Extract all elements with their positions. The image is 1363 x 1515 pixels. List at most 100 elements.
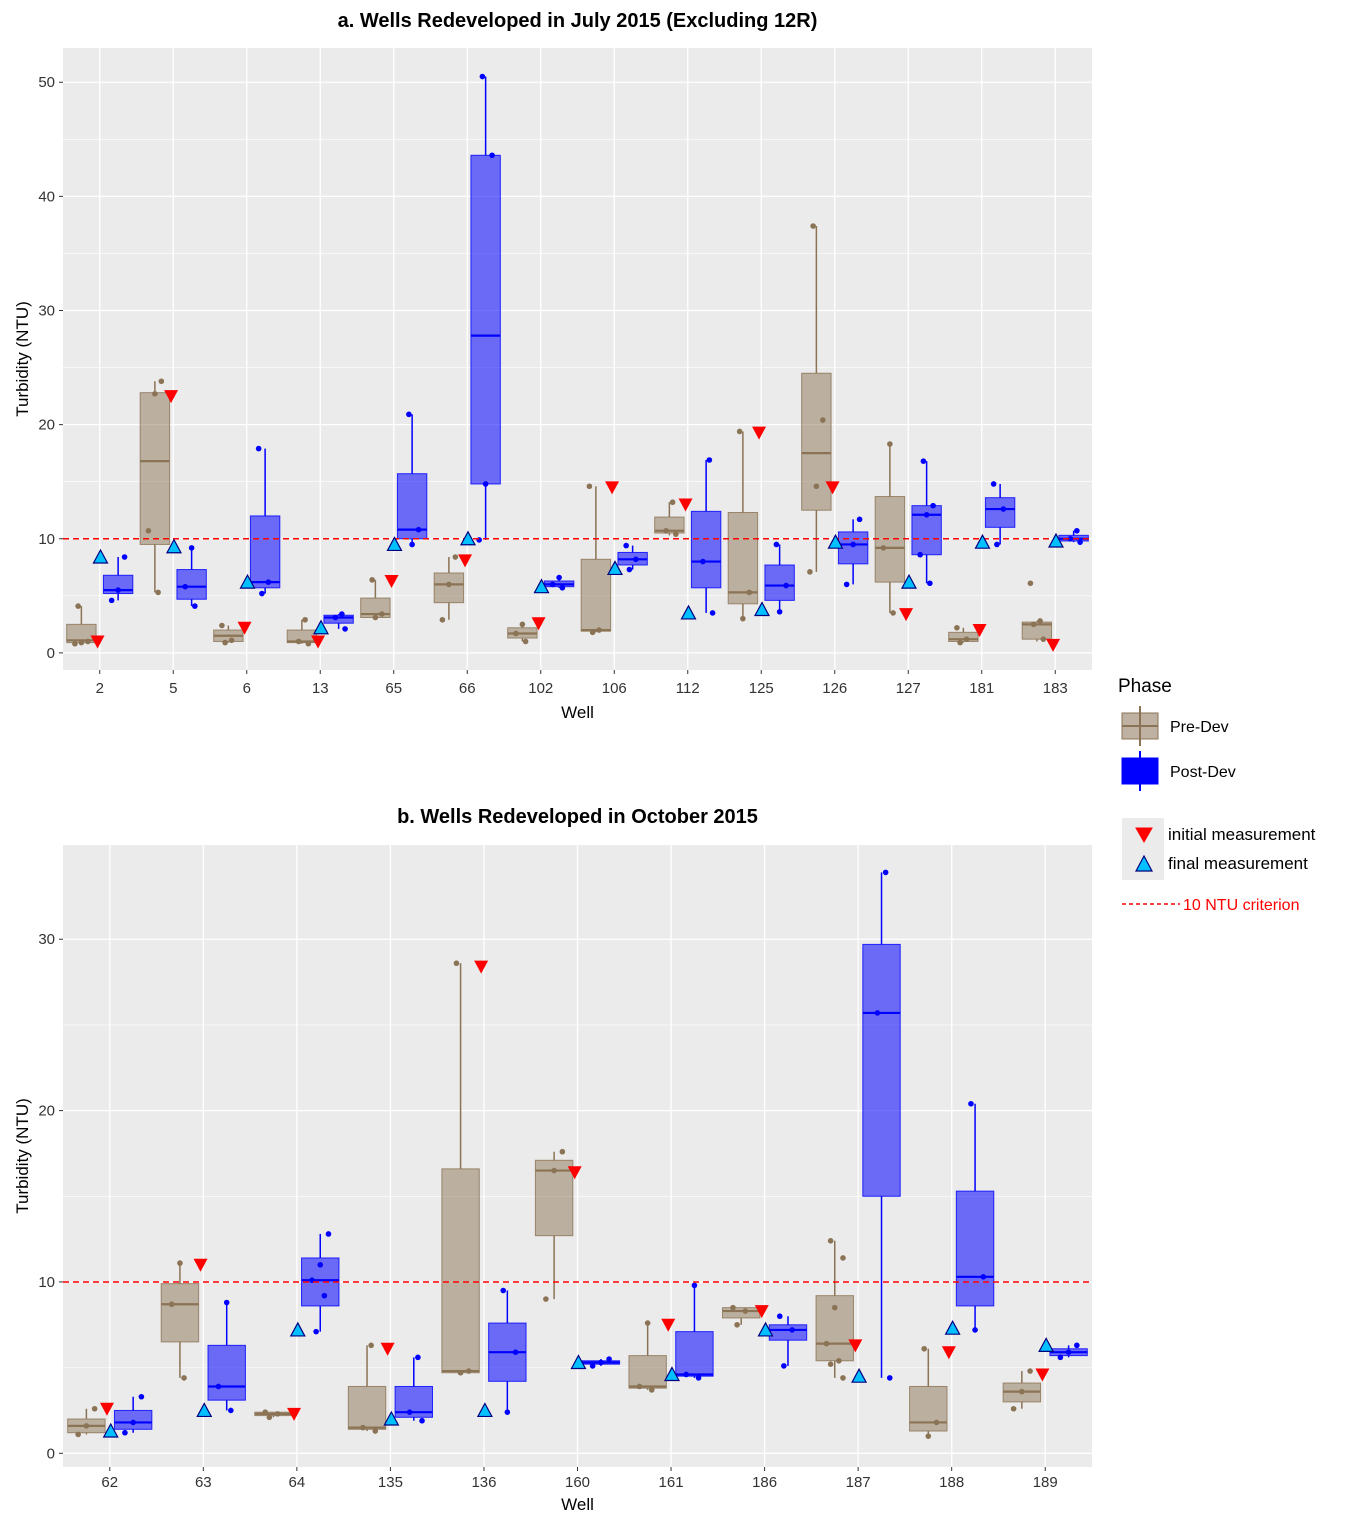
pre-data-point — [145, 527, 152, 534]
pre-data-point — [453, 960, 460, 967]
final-measurement-marker — [974, 533, 991, 549]
post-box-66 — [470, 73, 501, 543]
final-measurement-marker — [533, 578, 550, 594]
post-data-point — [406, 1409, 413, 1415]
pre-data-point — [742, 1308, 749, 1314]
pre-data-point — [543, 1296, 549, 1302]
post-box-62 — [113, 1393, 153, 1436]
post-data-point — [882, 869, 889, 876]
x-tick-label: 135 — [378, 1474, 403, 1491]
post-data-point — [633, 556, 639, 563]
post-data-point — [476, 537, 482, 543]
post-data-point — [856, 516, 863, 523]
final-measurement-marker — [312, 619, 329, 635]
post-box-body — [470, 154, 501, 485]
post-box-127 — [911, 458, 942, 587]
pre-data-point — [1040, 636, 1047, 642]
post-data-point — [228, 1407, 234, 1414]
post-data-point — [990, 481, 997, 487]
pre-data-point — [78, 639, 85, 646]
chart-title: b. Wells Redeveloped in October 2015 — [397, 806, 758, 828]
pre-data-point — [1027, 1368, 1033, 1374]
plot-panel — [63, 48, 1092, 670]
post-box-6 — [249, 445, 281, 597]
y-tick-label: 20 — [38, 417, 55, 434]
pre-data-point — [75, 1431, 81, 1438]
final-measurement-marker — [606, 560, 623, 576]
initial-measurement-marker — [193, 1258, 208, 1272]
post-data-point — [1077, 539, 1083, 545]
legend-initial-label: initial measurement — [1168, 825, 1316, 844]
pre-data-point — [807, 569, 813, 575]
pre-box-body — [1021, 621, 1053, 640]
y-tick-label: 40 — [38, 188, 55, 205]
initial-measurement-marker — [384, 574, 399, 588]
pre-box-181 — [948, 624, 979, 646]
pre-box-body — [160, 1283, 200, 1343]
post-data-point — [182, 583, 188, 590]
x-tick-label: 160 — [565, 1474, 590, 1491]
chart-title: a. Wells Redeveloped in July 2015 (Exclu… — [338, 10, 818, 32]
pre-data-point — [736, 428, 743, 435]
post-data-point — [783, 582, 789, 589]
pre-data-point — [933, 1419, 940, 1426]
pre-box-102 — [507, 621, 538, 645]
initial-measurement-marker — [825, 481, 840, 495]
post-box-136 — [488, 1287, 527, 1415]
initial-measurement-marker — [164, 390, 179, 404]
post-data-point — [776, 1313, 783, 1320]
initial-measurement-marker — [754, 1305, 769, 1319]
x-axis-label: Well — [561, 703, 594, 722]
pre-data-point — [827, 1361, 834, 1367]
post-data-point — [691, 1282, 698, 1289]
post-box-112 — [690, 457, 722, 616]
initial-measurement-marker — [941, 1346, 956, 1360]
post-data-point — [598, 1359, 604, 1366]
final-measurement-marker — [476, 1402, 493, 1418]
post-box-181 — [984, 481, 1016, 548]
y-tick-label: 30 — [38, 302, 55, 319]
x-tick-label: 136 — [471, 1474, 496, 1491]
post-data-point — [923, 511, 930, 518]
final-measurement-marker — [663, 1366, 680, 1382]
post-data-point — [489, 152, 495, 159]
post-data-point — [321, 1292, 328, 1299]
final-measurement-marker — [239, 573, 256, 589]
x-tick-label: 65 — [385, 680, 402, 697]
y-tick-label: 30 — [38, 931, 55, 948]
x-tick-label: 183 — [1043, 680, 1068, 697]
post-data-point — [192, 603, 198, 609]
initial-measurement-marker — [380, 1342, 395, 1356]
post-data-point — [215, 1383, 222, 1390]
x-tick-label: 188 — [939, 1474, 964, 1491]
pre-box-body — [909, 1385, 948, 1432]
pre-data-point — [1030, 621, 1037, 628]
pre-data-point — [586, 483, 593, 490]
y-tick-label: 50 — [38, 74, 55, 91]
post-data-point — [773, 541, 780, 548]
pre-box-body — [628, 1355, 667, 1389]
pre-data-point — [734, 1321, 740, 1328]
post-data-point — [695, 1375, 702, 1381]
pre-data-point — [921, 1345, 927, 1352]
y-axis-label: Turbidity (NTU) — [13, 301, 32, 417]
initial-measurement-marker — [287, 1407, 302, 1421]
pre-data-point — [274, 1411, 281, 1417]
pre-data-point — [305, 640, 312, 647]
final-measurement-icon — [1135, 854, 1153, 872]
pre-data-point — [1027, 580, 1034, 587]
legend-criterion-label: 10 NTU criterion — [1183, 897, 1299, 914]
post-data-point — [504, 1409, 511, 1415]
post-data-point — [1067, 535, 1074, 542]
pre-box-126 — [801, 223, 832, 575]
post-data-point — [512, 1349, 519, 1355]
post-data-point — [342, 626, 348, 632]
post-data-point — [313, 1328, 319, 1335]
post-data-point — [415, 526, 422, 533]
post-data-point — [843, 581, 850, 588]
pre-data-point — [75, 603, 81, 609]
pre-data-point — [644, 1320, 651, 1326]
x-tick-label: 13 — [312, 680, 329, 697]
post-data-point — [188, 545, 195, 551]
panel-b: b. Wells Redeveloped in October 2015 0 10 2… — [13, 806, 1092, 1514]
